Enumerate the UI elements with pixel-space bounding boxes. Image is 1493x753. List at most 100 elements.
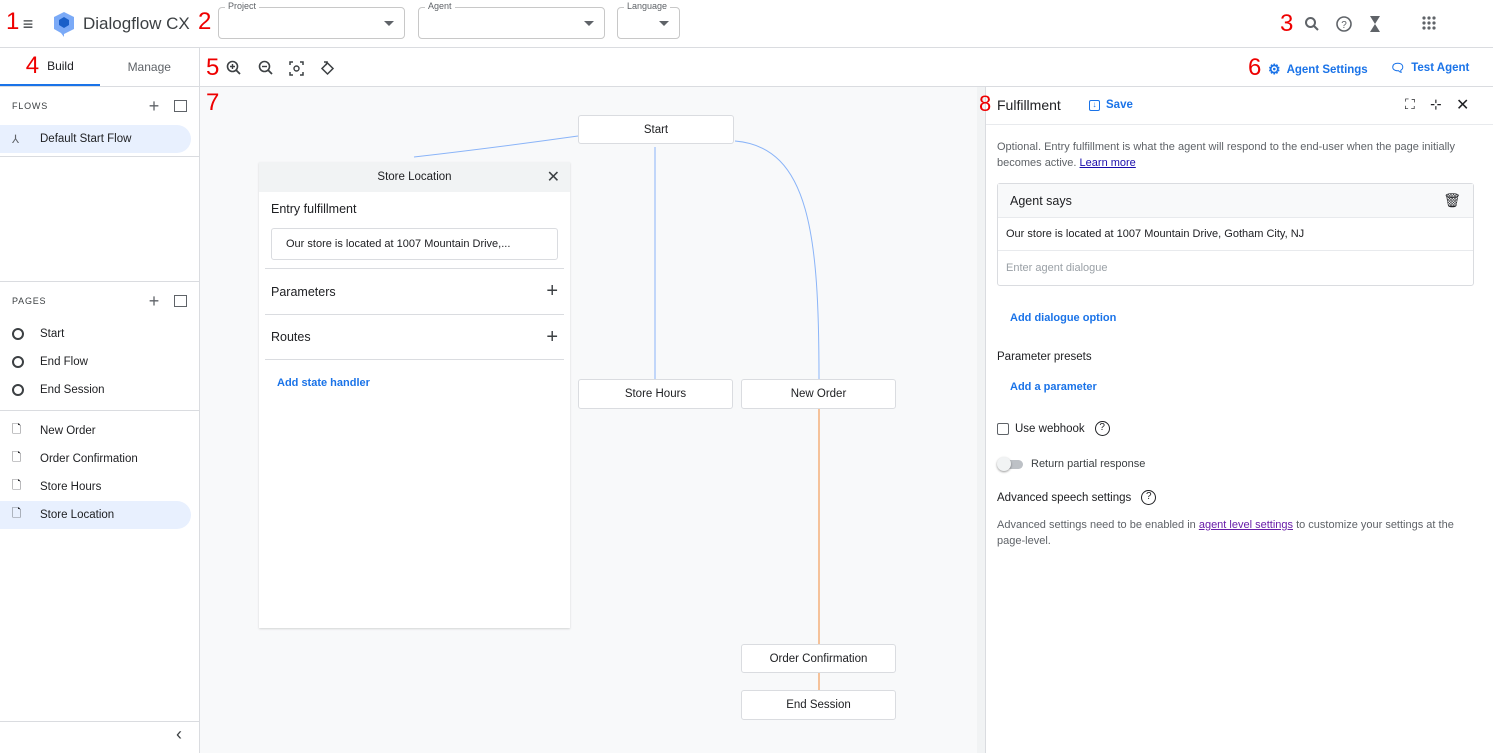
panel-header: Store Location ✕ [259,162,570,192]
agent-message[interactable]: Our store is located at 1007 Mountain Dr… [998,218,1473,251]
panel-title: Store Location [377,171,452,183]
annotation-8: 8 [979,91,992,116]
flow-table-icon[interactable] [174,100,187,112]
fullscreen-icon[interactable]: ⛶ [1405,96,1415,112]
save-button[interactable]: ↓ Save [1089,99,1133,111]
flow-icon: ⅄ [12,134,20,146]
search-icon[interactable] [1304,16,1320,32]
zoom-out-icon[interactable] [258,60,274,76]
routes-section[interactable]: Routes + [265,314,564,360]
fit-view-icon[interactable] [289,61,304,76]
annotation-5: 5 [206,54,220,81]
test-agent-label: Test Agent [1411,62,1470,74]
sidebar-item-start[interactable]: Start [0,320,191,348]
tab-manage[interactable]: Manage [100,48,200,86]
agent-settings-button[interactable]: ⚙ Agent Settings [1268,61,1368,78]
parameter-presets-heading: Parameter presets [997,351,1092,363]
sidebar-item-default-start-flow[interactable]: ⅄ Default Start Flow [0,125,191,153]
pages-heading: PAGES [12,296,47,306]
edge-start-new-order [734,140,820,380]
node-end-session[interactable]: End Session [741,690,896,720]
collapse-sidebar-icon[interactable]: ‹ [176,724,182,744]
sidebar-item-new-order[interactable]: 🗋 New Order [0,417,191,445]
zoom-in-icon[interactable] [226,60,242,76]
close-icon[interactable]: ✕ [546,169,560,186]
agent-says-header: Agent says 🗑 [998,184,1473,218]
flow-label: Default Start Flow [40,133,132,145]
node-start[interactable]: Start [578,115,734,144]
advanced-speech-text: Advanced settings need to be enabled in … [997,517,1482,549]
learn-more-link[interactable]: Learn more [1079,157,1136,169]
tab-manage-label: Manage [127,60,171,74]
add-parameter-link[interactable]: Add a parameter [1010,381,1097,393]
canvas-toolbar: 5 6 ⚙ Agent Settings 🗨 Test Agent [200,48,1493,87]
annotation-3: 3 [1280,10,1294,37]
apps-grid-icon[interactable] [1422,16,1436,30]
dropdown-arrow-icon [384,21,394,26]
help-icon[interactable]: ? [1141,490,1157,505]
agent-dialogue-input[interactable]: Enter agent dialogue [1006,262,1108,274]
add-dialogue-option-link[interactable]: Add dialogue option [1010,312,1117,324]
delete-icon[interactable]: 🗑 [1443,192,1461,208]
entry-fulfillment-preview[interactable]: Our store is located at 1007 Mountain Dr… [271,228,558,260]
sidebar-item-end-flow[interactable]: End Flow [0,348,191,376]
hourglass-icon[interactable] [1369,15,1381,33]
page-icon: 🗋 [12,507,22,520]
close-panel-icon[interactable]: ✕ [1456,97,1470,114]
dropdown-arrow-icon [659,21,669,26]
tab-build[interactable]: 4 Build [0,48,100,86]
agent-select[interactable]: Agent [418,1,605,39]
add-parameter-icon[interactable]: + [546,280,558,302]
node-new-order[interactable]: New Order [741,379,896,409]
circle-icon [12,384,24,396]
collapse-icon[interactable]: ⊹ [1430,96,1442,112]
page-label: New Order [40,425,96,437]
language-select[interactable]: Language [617,1,680,39]
advanced-text-1: Advanced settings need to be enabled in [997,519,1196,531]
help-icon[interactable]: ? [1094,421,1110,436]
use-webhook-checkbox[interactable] [997,422,1009,435]
menu-icon[interactable]: ≡ [22,13,34,34]
save-icon: ↓ [1089,99,1100,111]
return-partial-toggle[interactable] [997,457,1025,471]
project-label: Project [225,1,260,11]
save-label: Save [1106,99,1133,111]
page-label: Start [40,328,65,340]
reset-layout-icon[interactable] [319,60,336,77]
help-icon[interactable]: ? [1335,15,1353,33]
page-label: End Flow [40,356,88,368]
dialogflow-logo-icon [54,12,74,37]
parameters-section[interactable]: Parameters + [265,268,564,314]
agent-level-settings-link[interactable]: agent level settings [1198,519,1293,531]
parameters-label: Parameters [271,284,336,299]
panel-resize-handle[interactable] [977,87,985,753]
sidebar-item-order-confirmation[interactable]: 🗋 Order Confirmation [0,445,191,473]
top-bar: 1 ≡ Dialogflow CX 2 Project Agent Langua… [0,0,1493,48]
store-location-node-panel[interactable]: Store Location ✕ Entry fulfillment Our s… [259,162,570,628]
node-order-confirmation[interactable]: Order Confirmation [741,644,896,673]
annotation-1: 1 [6,8,20,35]
sidebar-item-end-session[interactable]: End Session [0,376,191,404]
add-route-icon[interactable]: + [546,325,558,348]
use-webhook-label: Use webhook [1015,422,1085,435]
page-label: End Session [40,384,105,396]
fulfillment-title: Fulfillment [997,97,1061,113]
add-flow-icon[interactable]: + [148,95,160,116]
sidebar-item-store-hours[interactable]: 🗋 Store Hours [0,473,191,501]
sidebar-item-store-location[interactable]: 🗋 Store Location [0,501,191,529]
app-title: Dialogflow CX [83,14,190,33]
circle-icon [12,328,24,340]
page-table-icon[interactable] [174,295,187,307]
svg-text:?: ? [1341,20,1347,31]
test-agent-button[interactable]: 🗨 Test Agent [1390,61,1469,75]
dropdown-arrow-icon [584,21,594,26]
add-state-handler-link[interactable]: Add state handler [277,377,370,389]
project-select[interactable]: Project [218,1,405,39]
node-store-hours[interactable]: Store Hours [578,379,733,409]
page-icon: 🗋 [12,423,22,436]
fulfillment-description: Optional. Entry fulfillment is what the … [986,125,1493,171]
add-page-icon[interactable]: + [148,290,160,311]
return-partial-label: Return partial response [1031,458,1146,470]
entry-fulfillment-heading: Entry fulfillment [271,202,357,216]
circle-icon [12,356,24,368]
